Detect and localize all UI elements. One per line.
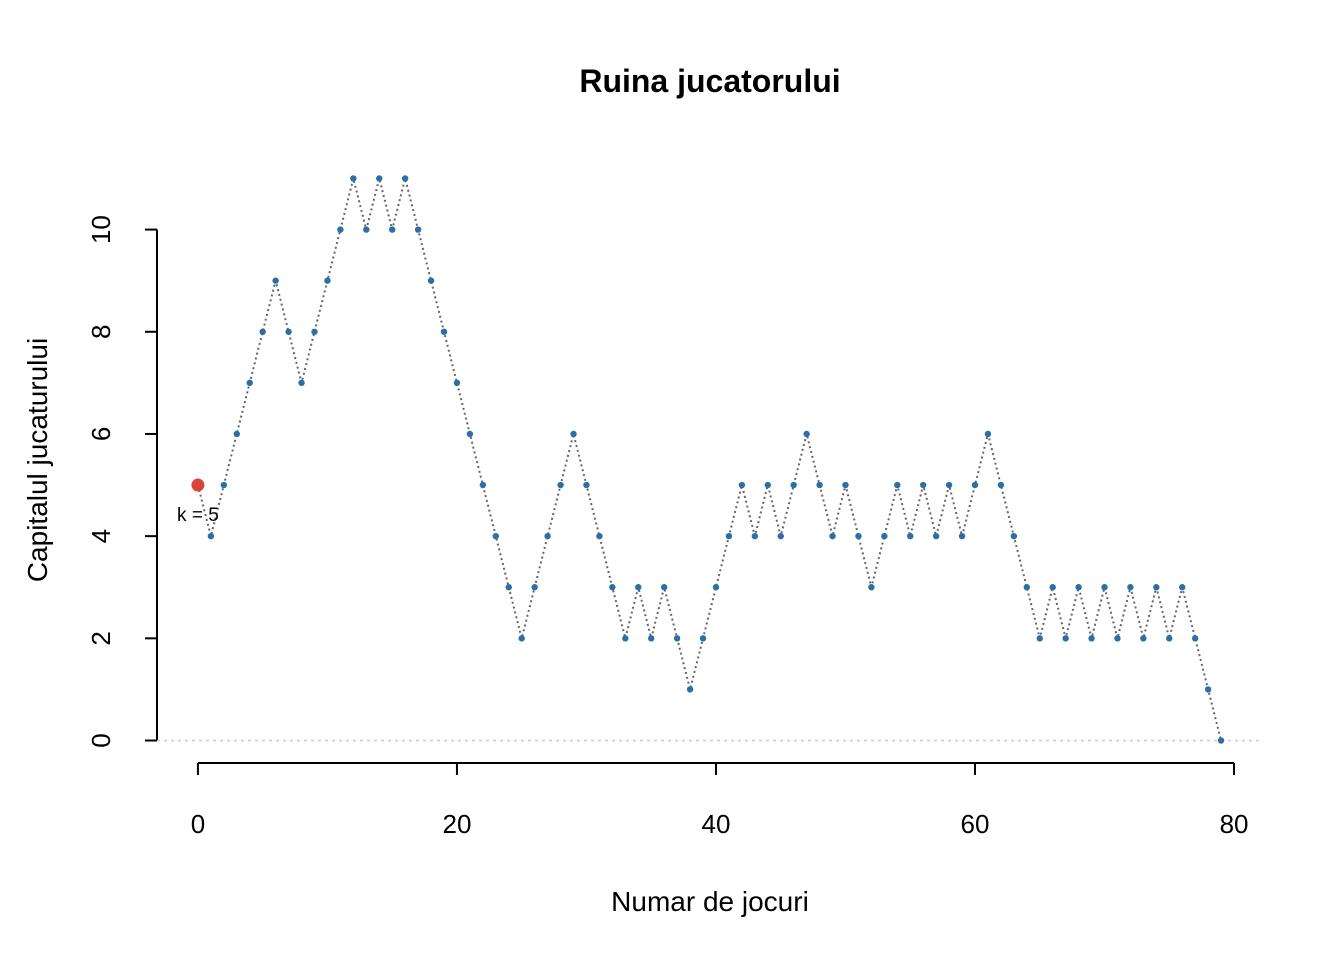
point	[272, 277, 279, 284]
point	[207, 532, 215, 540]
point	[324, 277, 331, 284]
point	[932, 532, 940, 540]
point	[376, 175, 383, 182]
point	[1036, 635, 1043, 642]
point	[557, 481, 564, 489]
point	[1075, 584, 1082, 591]
point	[505, 584, 512, 591]
point	[1140, 635, 1147, 642]
point	[466, 430, 474, 438]
point	[894, 481, 901, 489]
y-axis-label: Capitalul jucaturului	[22, 338, 53, 582]
point	[725, 532, 733, 540]
point	[388, 226, 396, 233]
point	[596, 532, 603, 540]
x-tick-label: 20	[442, 809, 471, 839]
point	[531, 584, 538, 591]
point	[764, 481, 771, 489]
point	[1023, 584, 1031, 591]
point	[945, 481, 953, 489]
line	[196, 178, 1223, 741]
x-tick-label: 40	[702, 809, 731, 839]
point	[648, 635, 655, 642]
point	[803, 430, 810, 438]
point	[855, 532, 862, 540]
x-axis-label: Numar de jocuri	[611, 886, 809, 917]
annotation: k = 5	[177, 505, 219, 526]
point	[1204, 686, 1212, 693]
point	[1179, 584, 1186, 591]
point	[427, 277, 435, 284]
y-tick-label: 8	[86, 325, 116, 339]
point	[699, 635, 707, 642]
point	[712, 584, 720, 591]
point	[635, 584, 642, 591]
point	[570, 430, 577, 438]
chart-title: Ruina jucatorului	[579, 63, 840, 99]
point	[971, 481, 979, 489]
point	[337, 226, 344, 233]
point	[479, 481, 487, 489]
point	[1114, 635, 1121, 642]
x-tick-label: 80	[1220, 809, 1249, 839]
point	[609, 584, 616, 591]
point	[1062, 635, 1069, 642]
point	[958, 532, 966, 540]
point	[1010, 532, 1018, 540]
point	[544, 532, 551, 540]
point	[492, 532, 500, 540]
point	[311, 328, 318, 335]
point	[1217, 737, 1225, 744]
point	[583, 481, 590, 489]
point	[518, 635, 525, 642]
point	[1101, 584, 1108, 591]
point	[259, 328, 266, 335]
y-tick-label: 6	[86, 427, 116, 441]
point	[285, 328, 292, 335]
point	[738, 481, 746, 489]
y-tick-label: 10	[86, 215, 116, 244]
point	[622, 635, 629, 642]
point	[1191, 635, 1199, 642]
point	[1127, 584, 1134, 591]
y-tick-label: 2	[86, 631, 116, 645]
point	[997, 481, 1005, 489]
point	[751, 532, 759, 540]
point	[1166, 635, 1173, 642]
point	[1088, 635, 1095, 642]
point	[350, 175, 357, 182]
x-tick-label: 60	[961, 809, 990, 839]
point	[453, 379, 461, 387]
point	[868, 584, 875, 591]
point	[1049, 584, 1056, 591]
point	[829, 532, 836, 540]
point	[440, 328, 448, 335]
point	[673, 635, 681, 642]
x-tick-label: 0	[191, 809, 205, 839]
point	[816, 481, 823, 489]
point	[777, 532, 784, 540]
point	[298, 379, 305, 387]
point	[660, 584, 668, 591]
point	[842, 481, 849, 489]
point	[1153, 584, 1160, 591]
point	[919, 481, 927, 489]
point	[686, 686, 694, 693]
point	[790, 481, 797, 489]
point	[233, 430, 240, 438]
point	[414, 226, 422, 233]
start-point	[191, 478, 205, 492]
point	[220, 481, 228, 489]
point	[246, 379, 253, 387]
point	[907, 532, 914, 540]
point	[363, 226, 370, 233]
point	[881, 532, 888, 540]
y-tick-label: 0	[86, 733, 116, 747]
point	[401, 175, 409, 182]
point	[984, 430, 992, 438]
y-tick-label: 4	[86, 529, 116, 543]
